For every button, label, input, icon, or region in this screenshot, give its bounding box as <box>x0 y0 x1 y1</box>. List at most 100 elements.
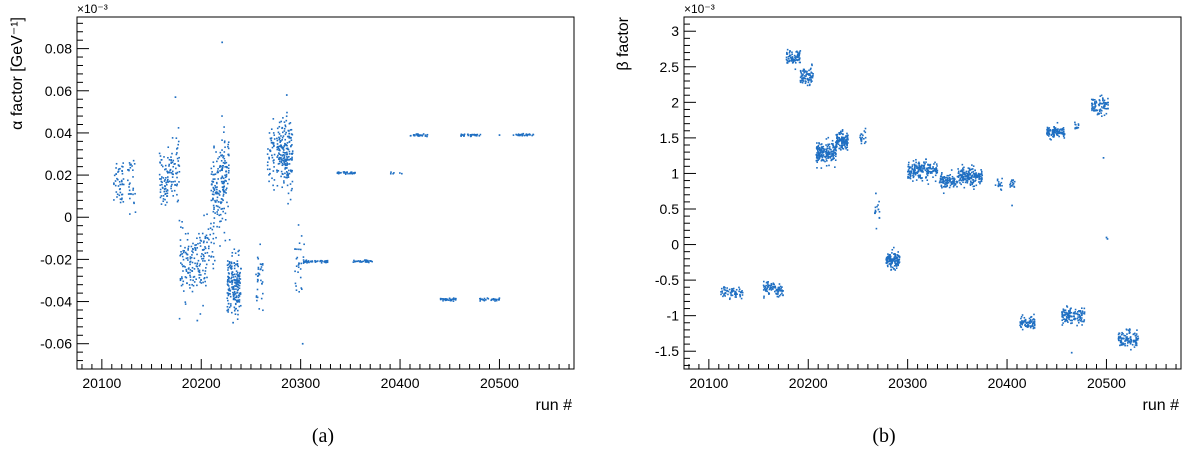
data-point <box>1074 318 1076 321</box>
data-point <box>886 261 888 264</box>
data-point <box>1096 109 1099 112</box>
data-point <box>1046 134 1049 136</box>
data-point <box>228 154 230 157</box>
data-point <box>184 251 187 254</box>
data-point <box>1094 105 1097 107</box>
data-point <box>120 179 123 182</box>
data-point <box>528 133 531 136</box>
data-point <box>929 166 932 169</box>
data-point <box>825 148 828 151</box>
data-point <box>934 180 937 183</box>
data-point <box>1092 98 1094 101</box>
data-point <box>846 140 848 143</box>
data-point <box>841 142 843 145</box>
data-point <box>763 288 766 290</box>
data-point <box>925 158 927 161</box>
data-point <box>951 175 954 178</box>
data-point <box>859 134 862 137</box>
data-point <box>119 198 122 200</box>
data-point <box>175 153 178 156</box>
data-point <box>294 248 296 250</box>
data-point <box>202 241 205 244</box>
data-point <box>822 145 825 148</box>
data-point <box>234 308 237 310</box>
data-point <box>1021 314 1024 316</box>
data-point <box>980 173 983 176</box>
data-point <box>172 165 175 168</box>
data-point <box>233 262 236 265</box>
data-point <box>170 187 172 190</box>
data-point <box>128 189 131 192</box>
data-point <box>953 184 955 187</box>
data-point <box>1083 319 1086 321</box>
data-point <box>297 266 300 269</box>
data-point <box>212 237 215 240</box>
data-point <box>218 190 221 192</box>
data-point <box>266 164 269 167</box>
data-point <box>887 255 889 258</box>
data-point <box>128 186 130 188</box>
data-point <box>163 180 166 182</box>
data-point <box>200 274 202 276</box>
data-point <box>256 296 259 299</box>
data-point <box>188 284 191 286</box>
data-point <box>233 293 236 296</box>
data-point <box>224 212 227 215</box>
data-point <box>281 146 283 148</box>
data-point <box>893 257 896 260</box>
data-point <box>220 202 222 205</box>
y-axis-title-b: β factor <box>615 16 632 70</box>
data-point <box>1100 112 1102 114</box>
data-point <box>805 73 807 76</box>
data-point <box>189 256 192 258</box>
data-point <box>320 259 322 262</box>
data-point <box>276 143 279 145</box>
data-point <box>921 167 924 169</box>
data-point <box>1124 335 1127 337</box>
data-point <box>256 288 259 291</box>
data-point <box>946 177 949 179</box>
data-point <box>278 162 281 165</box>
x-axis-title-a: run # <box>536 397 573 414</box>
data-point <box>306 262 308 264</box>
data-point <box>785 58 788 61</box>
data-point <box>202 304 204 307</box>
data-point <box>194 262 196 265</box>
data-point <box>184 276 187 278</box>
data-point <box>740 290 742 293</box>
data-point <box>822 155 824 157</box>
data-point <box>172 180 174 183</box>
y-tick-label: 2 <box>671 94 679 110</box>
data-point <box>196 253 198 256</box>
data-point <box>920 177 922 180</box>
data-point <box>237 288 240 291</box>
data-point <box>236 262 239 265</box>
data-point <box>182 251 185 254</box>
data-point <box>227 302 230 305</box>
data-point <box>1000 189 1003 191</box>
data-point <box>816 146 819 148</box>
data-point <box>886 260 889 263</box>
data-point <box>1118 332 1120 335</box>
data-point <box>840 149 842 151</box>
data-point <box>237 313 239 316</box>
data-point <box>923 161 925 164</box>
data-point <box>771 286 773 289</box>
data-point <box>291 150 294 152</box>
data-point <box>894 253 896 255</box>
data-point <box>1125 328 1128 331</box>
data-point <box>185 270 188 273</box>
data-point <box>226 283 229 285</box>
data-point <box>283 160 285 162</box>
data-point <box>216 225 218 228</box>
data-point <box>770 289 773 291</box>
data-point <box>257 279 259 281</box>
data-point <box>166 181 169 183</box>
data-point <box>186 238 189 241</box>
data-point <box>980 172 983 174</box>
data-point <box>345 172 347 174</box>
data-point <box>114 180 117 182</box>
data-point <box>187 259 189 261</box>
data-point <box>1052 130 1054 132</box>
data-point <box>132 176 134 178</box>
